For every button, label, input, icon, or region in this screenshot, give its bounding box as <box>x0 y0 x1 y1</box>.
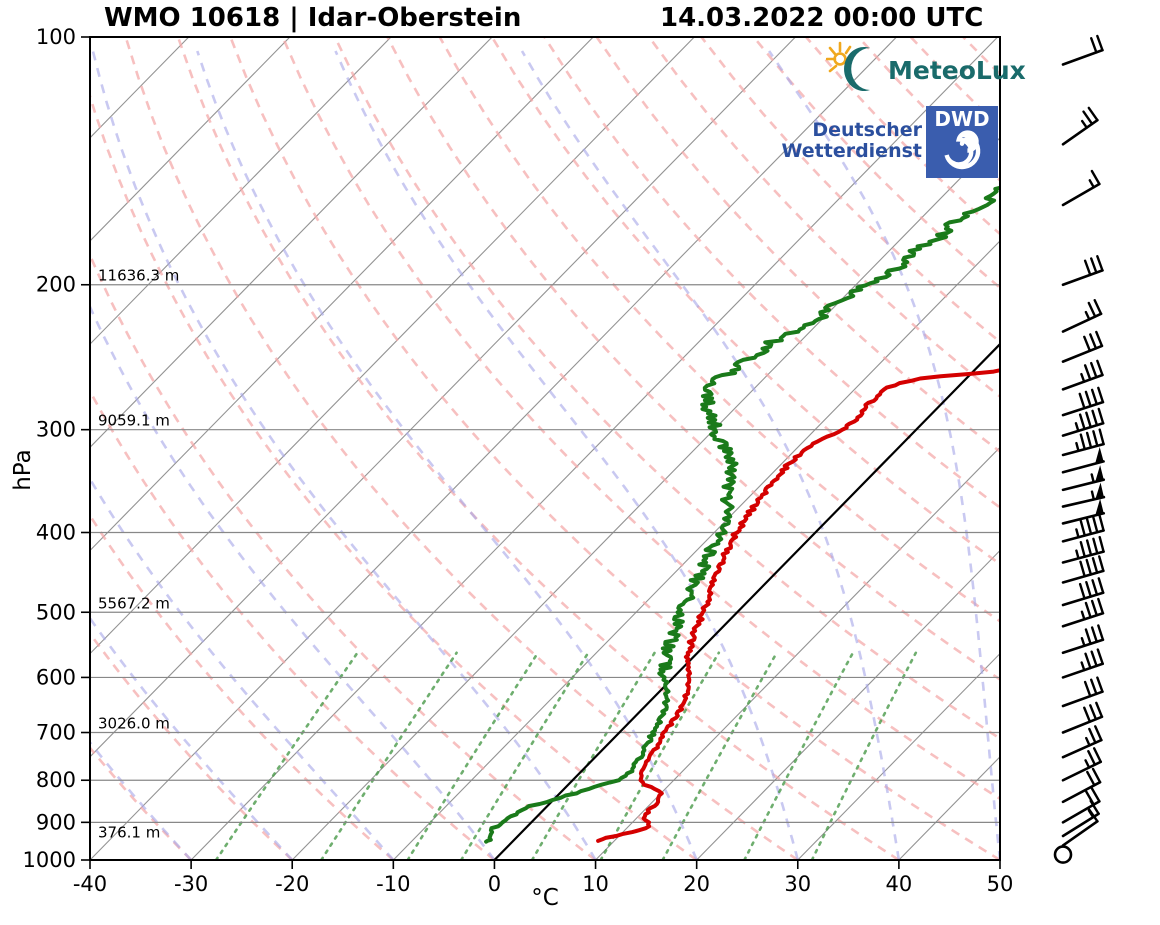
altitude-label: 11636.3 m <box>98 267 179 285</box>
pressure-tick-label: 400 <box>36 520 76 544</box>
pressure-tick-label: 600 <box>36 665 76 689</box>
temperature-tick-label: 30 <box>784 872 811 896</box>
pressure-tick-label: 700 <box>36 721 76 745</box>
temperature-tick-label: -30 <box>174 872 208 896</box>
temperature-tick-label: 10 <box>582 872 609 896</box>
wind-barb <box>1061 555 1105 584</box>
page-title: WMO 10618 | Idar-Oberstein <box>104 3 522 33</box>
x-axis-title: °C <box>531 885 559 911</box>
dwd-emblem: DWD <box>926 106 998 178</box>
meteolux-c-icon <box>844 47 870 91</box>
background-gridlines <box>90 37 1000 860</box>
sun-disc-icon <box>833 52 847 66</box>
wind-barb <box>1061 577 1105 607</box>
dwd-logo: Deutscher Wetterdienst DWD <box>781 106 998 178</box>
wind-barb <box>1061 482 1106 508</box>
wind-barb <box>1061 701 1104 734</box>
altitude-label: 9059.1 m <box>98 412 170 430</box>
wind-barb <box>1061 725 1103 759</box>
pressure-tick-label: 1000 <box>23 848 76 872</box>
wind-barb <box>1061 807 1099 847</box>
pressure-tick-label: 100 <box>36 25 76 49</box>
wind-barb <box>1061 498 1106 525</box>
dewpoint-profile-line <box>484 185 1000 844</box>
wind-barb <box>1061 597 1105 628</box>
wind-barb <box>1061 299 1103 333</box>
pressure-tick-label: 500 <box>36 600 76 624</box>
altitude-label: 3026.0 m <box>98 715 170 733</box>
temperature-tick-label: 40 <box>886 872 913 896</box>
meteolux-wordmark: MeteoLux <box>888 56 1026 85</box>
wind-barb-column <box>1053 34 1106 864</box>
wind-barb <box>1061 446 1105 474</box>
dwd-wordmark: Deutscher Wetterdienst <box>781 120 922 161</box>
temperature-tick-label: 20 <box>683 872 710 896</box>
chart-title-bar: WMO 10618 | Idar-Oberstein 14.03.2022 00… <box>0 0 1160 37</box>
temperature-tick-label: 50 <box>987 872 1014 896</box>
wind-barb <box>1061 330 1104 363</box>
surface-station-circle-icon <box>1053 845 1073 864</box>
plot-border <box>89 36 1001 861</box>
meteolux-mark-icon <box>825 41 870 91</box>
wind-barb <box>1061 428 1105 457</box>
altitude-label: 376.1 m <box>98 824 160 842</box>
wind-barb <box>1061 676 1104 708</box>
zero-degree-isotherm <box>493 342 1000 860</box>
y-axis-title: hPa <box>10 449 36 491</box>
wind-barb <box>1061 648 1105 679</box>
temperature-tick-label: -20 <box>275 872 309 896</box>
temperature-tick-label: 0 <box>488 872 501 896</box>
wind-barb <box>1061 514 1105 543</box>
wind-barb <box>1061 465 1106 492</box>
meteolux-logo: MeteoLux <box>825 40 1026 98</box>
temperature-tick-label: -40 <box>73 872 107 896</box>
pressure-axis: 100 200 300 400 500 600 700 800 900 1000 <box>23 25 90 872</box>
altitude-annotations: 11636.3 m 9059.1 m 5567.2 m 3026.0 m 376.1 m <box>98 267 179 842</box>
dwd-spiral-icon <box>944 130 981 170</box>
pressure-tick-label: 300 <box>36 418 76 442</box>
temperature-axis: -40 -30 -20 -10 0 10 20 30 40 50 <box>73 860 1014 896</box>
pressure-tick-label: 200 <box>36 273 76 297</box>
temperature-tick-label: -10 <box>376 872 410 896</box>
wind-barb <box>1061 169 1101 207</box>
wind-barb <box>1061 767 1102 804</box>
wind-barb <box>1061 747 1103 782</box>
pressure-tick-label: 900 <box>36 810 76 834</box>
wind-barb <box>1061 407 1105 437</box>
dwd-line1: Deutscher <box>812 119 922 141</box>
wind-barb <box>1061 624 1105 655</box>
sounding-datetime: 14.03.2022 00:00 UTC <box>660 3 984 33</box>
wind-barb <box>1061 34 1104 66</box>
temperature-profile-line <box>596 368 1000 843</box>
pressure-tick-label: 800 <box>36 768 76 792</box>
wind-barb <box>1061 106 1099 146</box>
sounding-curves <box>484 185 1000 844</box>
wind-barb <box>1061 255 1104 287</box>
dwd-line2: Wetterdienst <box>781 139 922 162</box>
wind-barb <box>1061 386 1105 417</box>
wind-barb <box>1061 359 1104 391</box>
altitude-label: 5567.2 m <box>98 594 170 612</box>
wind-barb <box>1061 535 1105 564</box>
dwd-abbreviation: DWD <box>934 107 990 131</box>
